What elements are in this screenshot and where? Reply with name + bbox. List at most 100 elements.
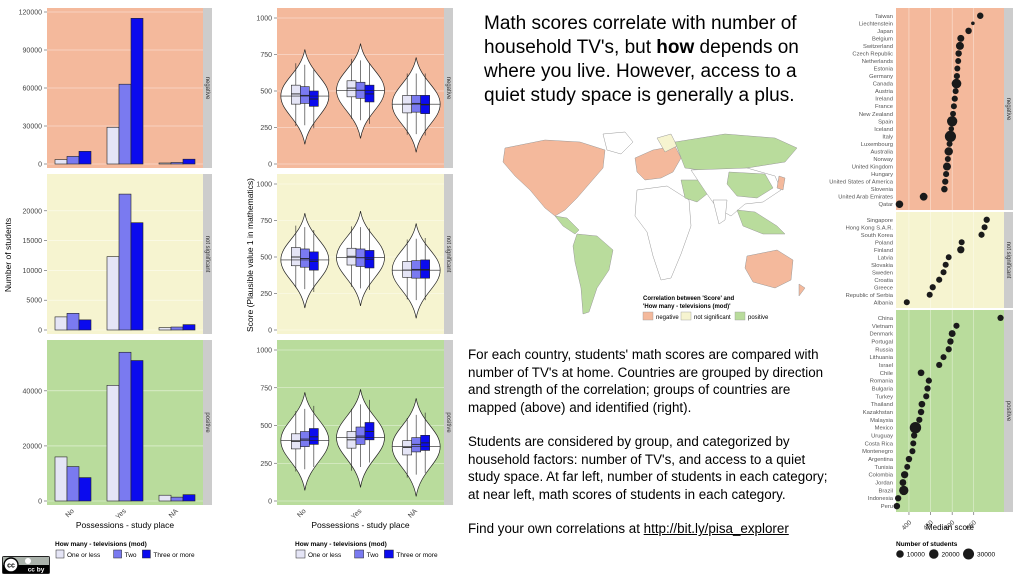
country-label: Lithuania <box>869 355 893 361</box>
y-tick-label: 90000 <box>23 48 43 55</box>
point-austria <box>952 88 959 95</box>
country-label: South Korea <box>861 233 894 239</box>
country-label: Austria <box>875 89 894 95</box>
point-turkey <box>923 393 930 400</box>
point-china <box>997 314 1004 322</box>
y-axis-label: Score (Plausible value 1 in mathematics) <box>245 178 255 332</box>
headline: Math scores correlate with number of hou… <box>484 13 799 106</box>
facet-strip-label: positive <box>204 412 210 433</box>
point-germany <box>953 72 960 80</box>
country-label: Canada <box>873 82 894 88</box>
y-tick-label: 5000 <box>26 298 42 305</box>
description: For each country, students' math scores … <box>468 346 828 555</box>
map-legend-swatch <box>680 311 692 321</box>
y-tick-label: 750 <box>260 385 272 392</box>
y-tick-label: 15000 <box>23 238 43 245</box>
bar-no-1 <box>66 156 80 165</box>
facet-strip <box>444 340 453 505</box>
y-tick-label: 0 <box>38 162 42 169</box>
country-label: Iceland <box>874 127 893 133</box>
country-label: Greece <box>874 285 893 291</box>
map-region-south-america <box>572 233 614 315</box>
country-label: Hong Kong S.A.R. <box>846 225 894 231</box>
map-region-europe <box>634 145 682 181</box>
bar-no-1 <box>66 313 80 331</box>
country-label: Malaysia <box>870 418 894 424</box>
description-paragraph-1: For each country, students' math scores … <box>468 347 824 415</box>
bar-yes-2 <box>130 222 144 331</box>
point-slovenia <box>941 185 948 193</box>
y-tick-label: 750 <box>260 218 272 225</box>
country-label: Netherlands <box>862 59 893 65</box>
legend-swatch <box>354 549 364 559</box>
country-label: Latvia <box>878 255 894 261</box>
country-label: Argentina <box>868 457 894 463</box>
country-label: Luxembourg <box>861 142 893 148</box>
country-label: Taiwan <box>875 14 893 20</box>
country-label: Republic of Serbia <box>846 293 894 299</box>
point-taiwan <box>977 12 984 20</box>
country-label: Russia <box>875 347 893 353</box>
legend-title: How many - televisions (mod) <box>55 541 147 548</box>
country-label: Thailand <box>871 402 893 408</box>
bar-yes-0 <box>106 256 120 331</box>
svg-text:cc by: cc by <box>28 567 45 574</box>
facet-strip <box>1004 212 1013 308</box>
country-label: China <box>878 316 894 322</box>
map-region-india <box>712 199 728 225</box>
bar-no-2 <box>78 319 92 331</box>
point-japan <box>965 27 972 35</box>
y-tick-label: 500 <box>260 89 272 96</box>
y-tick-label: 40000 <box>23 388 43 395</box>
y-tick-label: 20000 <box>23 443 43 450</box>
facet-strip-label: positive <box>1005 401 1011 422</box>
pisa-explorer-link[interactable]: http://bit.ly/pisa_explorer <box>643 521 789 536</box>
point-bulgaria <box>924 385 931 392</box>
point-russia <box>945 346 952 353</box>
country-label: Brazil <box>879 488 894 494</box>
country-label: Germany <box>869 74 893 80</box>
point-romania <box>925 377 932 384</box>
point-vietnam <box>953 322 960 329</box>
point-costa-rica <box>910 440 917 447</box>
x-axis-label: Possessions - study place <box>76 520 175 530</box>
point-tunisia <box>904 463 911 470</box>
country-label: Slovakia <box>871 263 894 269</box>
country-label: Norway <box>873 157 893 163</box>
point-france <box>950 103 957 110</box>
bar-yes-0 <box>106 126 120 165</box>
country-label: Singapore <box>867 218 893 224</box>
correlation-world-map: Correlation between 'Score' and 'How many… <box>485 128 810 328</box>
cc-license-badge[interactable]: cc cc by <box>2 556 50 574</box>
map-legend-swatch <box>642 311 654 321</box>
country-label: Turkey <box>875 394 893 400</box>
bar-na-1 <box>170 326 184 331</box>
x-axis-label: Possessions - study place <box>311 520 410 530</box>
score-facet-negative: negative 0 250 500 750 1000 <box>256 8 453 169</box>
point-switzerland <box>955 41 964 50</box>
country-label: Tunisia <box>875 465 894 471</box>
facet-strip-label: not significant <box>1005 242 1011 279</box>
facet-strip-label: not significant <box>445 236 451 273</box>
bar-na-2 <box>182 324 196 331</box>
student-count-bar-chart: negative 0 30000 60000 90000 120000 not signif… <box>3 8 212 559</box>
y-tick-label: 750 <box>260 52 272 59</box>
point-qatar <box>895 200 904 209</box>
country-label: Chile <box>880 371 893 377</box>
point-montenegro <box>909 448 916 455</box>
point-iceland <box>948 126 955 132</box>
point-luxembourg <box>946 140 953 147</box>
bar-yes-1 <box>118 193 132 331</box>
country-label: New Zealand <box>859 112 893 118</box>
bar-na-0 <box>158 494 172 502</box>
y-tick-label: 10000 <box>23 268 43 275</box>
map-region-central-america <box>554 215 580 235</box>
country-label: United Kingdom <box>852 165 893 171</box>
country-label: Hungary <box>871 172 893 178</box>
facet-strip-label: not significant <box>204 236 210 273</box>
country-label: France <box>875 104 893 110</box>
point-argentina <box>905 455 913 463</box>
point-united-states-of-america <box>942 178 949 185</box>
country-label: Finland <box>874 248 893 254</box>
